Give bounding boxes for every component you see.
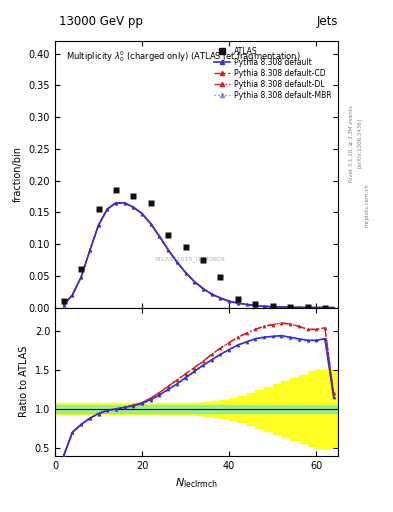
ATLAS [253,302,258,308]
ATLAS [61,298,66,304]
ATLAS [270,303,275,309]
Text: Jets: Jets [316,15,338,28]
ATLAS [79,266,83,272]
Text: Rivet 3.1.10, ≥ 3.3M events: Rivet 3.1.10, ≥ 3.3M events [349,105,354,182]
Legend: ATLAS, Pythia 8.308 default, Pythia 8.308 default-CD, Pythia 8.308 default-DL, P: ATLAS, Pythia 8.308 default, Pythia 8.30… [211,45,334,102]
Text: [arXiv:1306.3436]: [arXiv:1306.3436] [357,118,362,168]
ATLAS [201,257,206,263]
ATLAS [149,200,153,206]
ATLAS [114,187,118,193]
Text: ATLAS_2019_I1740909: ATLAS_2019_I1740909 [155,257,226,263]
Y-axis label: fraction/bin: fraction/bin [13,146,23,202]
ATLAS [166,231,171,238]
Line: ATLAS: ATLAS [61,187,328,310]
ATLAS [218,274,223,280]
ATLAS [235,296,240,303]
Text: mcplots.cern.ch: mcplots.cern.ch [365,183,370,227]
ATLAS [131,194,136,200]
ATLAS [305,304,310,310]
ATLAS [323,305,327,311]
ATLAS [288,304,292,310]
ATLAS [183,244,188,250]
Text: Multiplicity $\lambda_0^0$ (charged only) (ATLAS jet fragmentation): Multiplicity $\lambda_0^0$ (charged only… [66,49,301,64]
ATLAS [96,206,101,212]
Y-axis label: Ratio to ATLAS: Ratio to ATLAS [19,346,29,417]
Text: 13000 GeV pp: 13000 GeV pp [59,15,143,28]
X-axis label: $N_{\mathrm{leclrm{ch}}}$: $N_{\mathrm{leclrm{ch}}}$ [175,476,218,490]
